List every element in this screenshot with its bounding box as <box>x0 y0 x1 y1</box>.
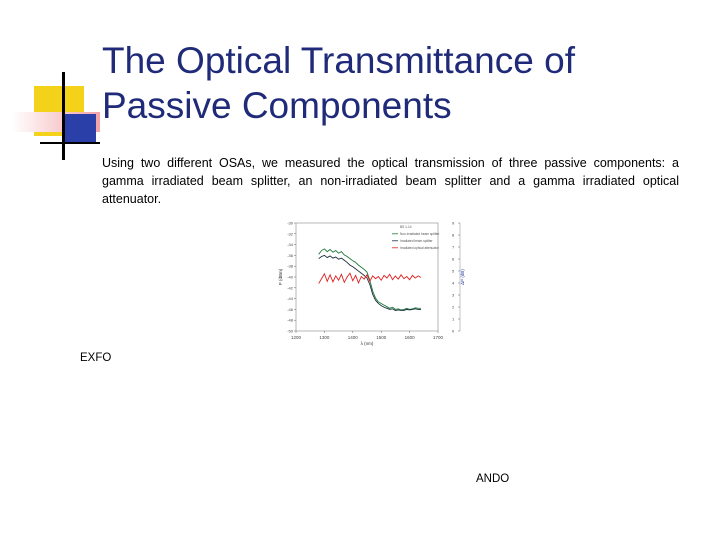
title-line-1: The Optical Transmittance of <box>102 40 575 81</box>
y-tick-label: -48 <box>287 318 294 323</box>
caption-exfo: EXFO <box>80 352 112 364</box>
x-tick-label: 1500 <box>376 335 387 340</box>
y-right-tick-label: 0 <box>452 329 455 334</box>
legend-entry: BS 1-14 <box>400 225 412 229</box>
transmittance-chart: 1200 1300 1400 1500 1600 1700 -30 -32 -34 -36 -38 -… <box>278 221 465 347</box>
chart-legend: BS 1-14 Non-irradiated beam splitter Irrad… <box>392 225 440 250</box>
y-right-tick-label: 1 <box>452 317 455 322</box>
x-tick-label: 1600 <box>405 335 416 340</box>
y-right-tick-label: 3 <box>452 293 455 298</box>
caption-ando: ANDO <box>476 473 510 485</box>
deco-horizontal-line <box>40 142 100 144</box>
deco-blue-square <box>62 114 96 144</box>
x-tick-label: 1700 <box>433 335 444 340</box>
y-tick-label: -44 <box>287 296 294 301</box>
y-tick-label: -36 <box>287 253 294 258</box>
legend-entry: Non-irradiated beam splitter <box>400 232 440 236</box>
y-right-tick-label: 2 <box>452 305 455 310</box>
x-tick-label: 1200 <box>291 335 302 340</box>
y-tick-label: -32 <box>287 231 294 236</box>
y-tick-label: -50 <box>287 329 294 334</box>
y-right-tick-label: 6 <box>452 257 455 262</box>
y-tick-label: -30 <box>287 221 294 226</box>
legend-entry: Irradiated beam splitter <box>400 239 434 243</box>
x-axis-label: λ (nm) <box>361 341 374 346</box>
x-tick-label: 1400 <box>348 335 359 340</box>
y-tick-label: -46 <box>287 307 294 312</box>
y-tick-label: -34 <box>287 242 294 247</box>
y-right-tick-label: 9 <box>452 221 455 226</box>
y-tick-label: -38 <box>287 264 294 269</box>
y-axis-label: P (dBm) <box>278 268 283 285</box>
y-right-tick-label: 5 <box>452 269 455 274</box>
y-tick-label: -40 <box>287 275 294 280</box>
y-right-tick-label: 8 <box>452 233 455 238</box>
title-line-2: Passive Components <box>102 85 452 126</box>
y-right-tick-label: 7 <box>452 245 455 250</box>
series-line-1 <box>318 254 421 311</box>
y-tick-label: -42 <box>287 285 294 290</box>
y-right-tick-label: 4 <box>452 281 455 286</box>
x-tick-label: 1300 <box>319 335 330 340</box>
deco-vertical-line <box>62 72 65 160</box>
y-right-axis-label: ΔP (dB) <box>460 269 465 285</box>
slide-body-text: Using two different OSAs, we measured th… <box>102 156 679 206</box>
legend-entry: Irradiated optical attenuator <box>400 246 440 250</box>
series-line-2 <box>318 272 422 285</box>
slide-title: The Optical Transmittance of Passive Com… <box>102 38 702 128</box>
